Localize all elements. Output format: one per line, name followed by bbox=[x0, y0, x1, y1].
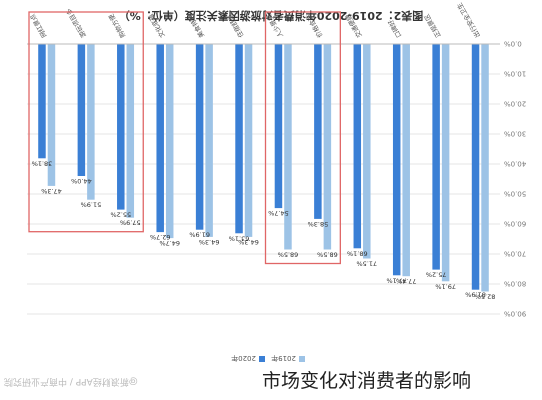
legend-label: 2020年 bbox=[231, 354, 256, 363]
data-label-2020: 62.7% bbox=[150, 233, 171, 241]
y-tick-label: 10.0% bbox=[504, 70, 527, 78]
highlight-box bbox=[28, 11, 144, 233]
y-tick-label: 40.0% bbox=[504, 160, 527, 168]
bar-2020 bbox=[392, 44, 401, 276]
bar-2019 bbox=[284, 44, 292, 250]
data-label-2019: 68.5% bbox=[317, 251, 338, 259]
bar-2020 bbox=[38, 44, 46, 159]
data-label-2019: 79.1% bbox=[435, 282, 456, 290]
bar-2020 bbox=[117, 44, 125, 210]
rotated-chart-group: 图表2：2019-2020年消费者对旅游因素关注度（单位：%） 0.0% 10.0%… bbox=[27, 1, 526, 363]
bar-2019 bbox=[87, 44, 95, 200]
bar-2019 bbox=[126, 44, 135, 218]
y-tick-label: 0.0% bbox=[504, 40, 522, 48]
legend-swatch bbox=[299, 356, 305, 362]
data-label-2020: 55.2% bbox=[110, 211, 131, 219]
watermark-text: @新浪财经APP / 中商产业研究院 bbox=[4, 376, 138, 386]
legend-label: 2019年 bbox=[271, 354, 296, 363]
y-tick-label: 90.0% bbox=[504, 310, 527, 318]
y-tick-label: 50.0% bbox=[504, 190, 527, 198]
bar-2019 bbox=[47, 44, 56, 186]
data-label-2019: 51.9% bbox=[81, 201, 102, 209]
bar-2020 bbox=[235, 44, 243, 234]
bar-2019 bbox=[244, 44, 253, 237]
category-label: 正规景区 bbox=[422, 12, 443, 39]
data-label-2019: 77.4% bbox=[396, 277, 417, 285]
data-label-2020: 54.7% bbox=[268, 209, 289, 217]
bar-2020 bbox=[353, 44, 362, 249]
bar-2019 bbox=[481, 44, 489, 292]
data-label-2019: 82.5% bbox=[475, 293, 496, 301]
y-tick-label: 60.0% bbox=[504, 220, 527, 228]
bar-2019 bbox=[363, 44, 371, 259]
bar-2020 bbox=[314, 44, 322, 219]
data-label-2020: 44.0% bbox=[71, 177, 92, 185]
category-label: 出行安全卫生 bbox=[454, 1, 482, 40]
data-label-2020: 68.1% bbox=[347, 249, 368, 257]
legend-swatch bbox=[259, 356, 265, 362]
data-label-2020: 77.1% bbox=[386, 276, 407, 284]
bar-2019 bbox=[402, 44, 410, 277]
caption-text: 市场变化对消费者的影响 bbox=[262, 370, 472, 392]
y-tick-label: 30.0% bbox=[504, 130, 527, 138]
data-label-2019: 64.7% bbox=[159, 239, 180, 247]
y-tick-label: 80.0% bbox=[504, 280, 527, 288]
bar-2020 bbox=[471, 44, 480, 290]
data-label-2020: 38.1% bbox=[32, 159, 53, 167]
bar-2020 bbox=[432, 44, 440, 270]
data-label-2020: 75.2% bbox=[426, 271, 447, 279]
data-label-2019: 68.5% bbox=[278, 251, 299, 259]
bar-2020 bbox=[77, 44, 86, 176]
chart-title: 图表2：2019-2020年消费者对旅游因素关注度（单位：%） bbox=[119, 9, 423, 23]
data-label-2020: 63.1% bbox=[229, 234, 250, 242]
highlight-box bbox=[264, 11, 341, 265]
bar-2020 bbox=[156, 44, 164, 233]
data-label-2020: 58.3% bbox=[308, 220, 329, 228]
data-label-2019: 71.5% bbox=[356, 260, 377, 268]
category-label: 网红景点 bbox=[27, 12, 48, 39]
data-label-2020: 61.9% bbox=[189, 231, 210, 239]
bar-2019 bbox=[205, 44, 213, 237]
data-label-2019: 64.3% bbox=[238, 238, 259, 246]
bar-2019 bbox=[323, 44, 332, 250]
y-tick-label: 20.0% bbox=[504, 100, 527, 108]
data-label-2020: 81.9% bbox=[465, 291, 486, 299]
y-tick-label: 70.0% bbox=[504, 250, 527, 258]
bar-2019 bbox=[441, 44, 450, 282]
data-label-2019: 47.3% bbox=[41, 187, 62, 195]
data-label-2019: 57.9% bbox=[120, 219, 141, 227]
data-label-2019: 64.3% bbox=[199, 238, 220, 246]
bar-2020 bbox=[274, 44, 283, 209]
bar-2019 bbox=[165, 44, 174, 239]
bar-2020 bbox=[195, 44, 204, 230]
